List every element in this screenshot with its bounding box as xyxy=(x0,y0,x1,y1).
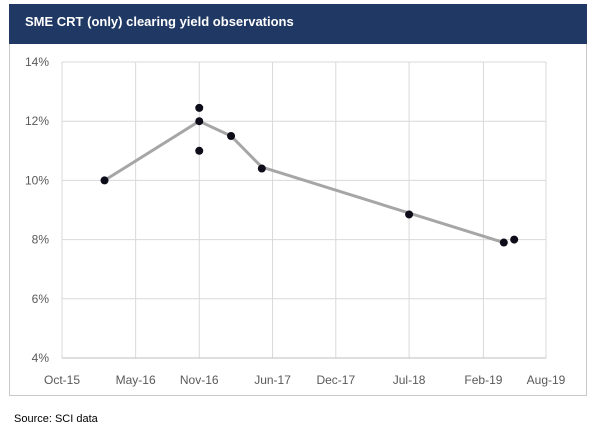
observation-point xyxy=(195,117,204,126)
x-tick-label: Aug-19 xyxy=(527,373,566,387)
x-tick-label: Oct-15 xyxy=(44,373,80,387)
chart-title: SME CRT (only) clearing yield observatio… xyxy=(25,14,294,29)
y-tick-label: 6% xyxy=(32,292,50,306)
observation-point xyxy=(195,103,204,112)
trend-line xyxy=(103,119,505,245)
x-tick-label: Jun-17 xyxy=(254,373,291,387)
x-tick-label: Nov-16 xyxy=(180,373,219,387)
x-tick-label: May-16 xyxy=(116,373,156,387)
observation-point xyxy=(510,235,519,244)
chart-frame xyxy=(9,4,587,396)
observation-point xyxy=(227,132,236,140)
x-tick-label: Feb-19 xyxy=(464,373,502,387)
y-tick-label: 8% xyxy=(32,233,50,247)
observation-point xyxy=(195,146,204,155)
x-tick-label: Jul-18 xyxy=(393,373,426,387)
source-note: Source: SCI data xyxy=(14,413,98,425)
observation-point xyxy=(100,176,109,185)
chart-header: SME CRT (only) clearing yield observatio… xyxy=(9,4,587,44)
y-tick-label: 4% xyxy=(32,351,50,365)
observation-point xyxy=(405,210,414,219)
x-tick-label: Dec-17 xyxy=(316,373,355,387)
observation-point xyxy=(499,238,508,247)
y-tick-label: 12% xyxy=(25,114,49,128)
y-tick-label: 10% xyxy=(25,173,49,187)
observation-point xyxy=(257,164,266,173)
y-tick-label: 14% xyxy=(25,55,49,69)
